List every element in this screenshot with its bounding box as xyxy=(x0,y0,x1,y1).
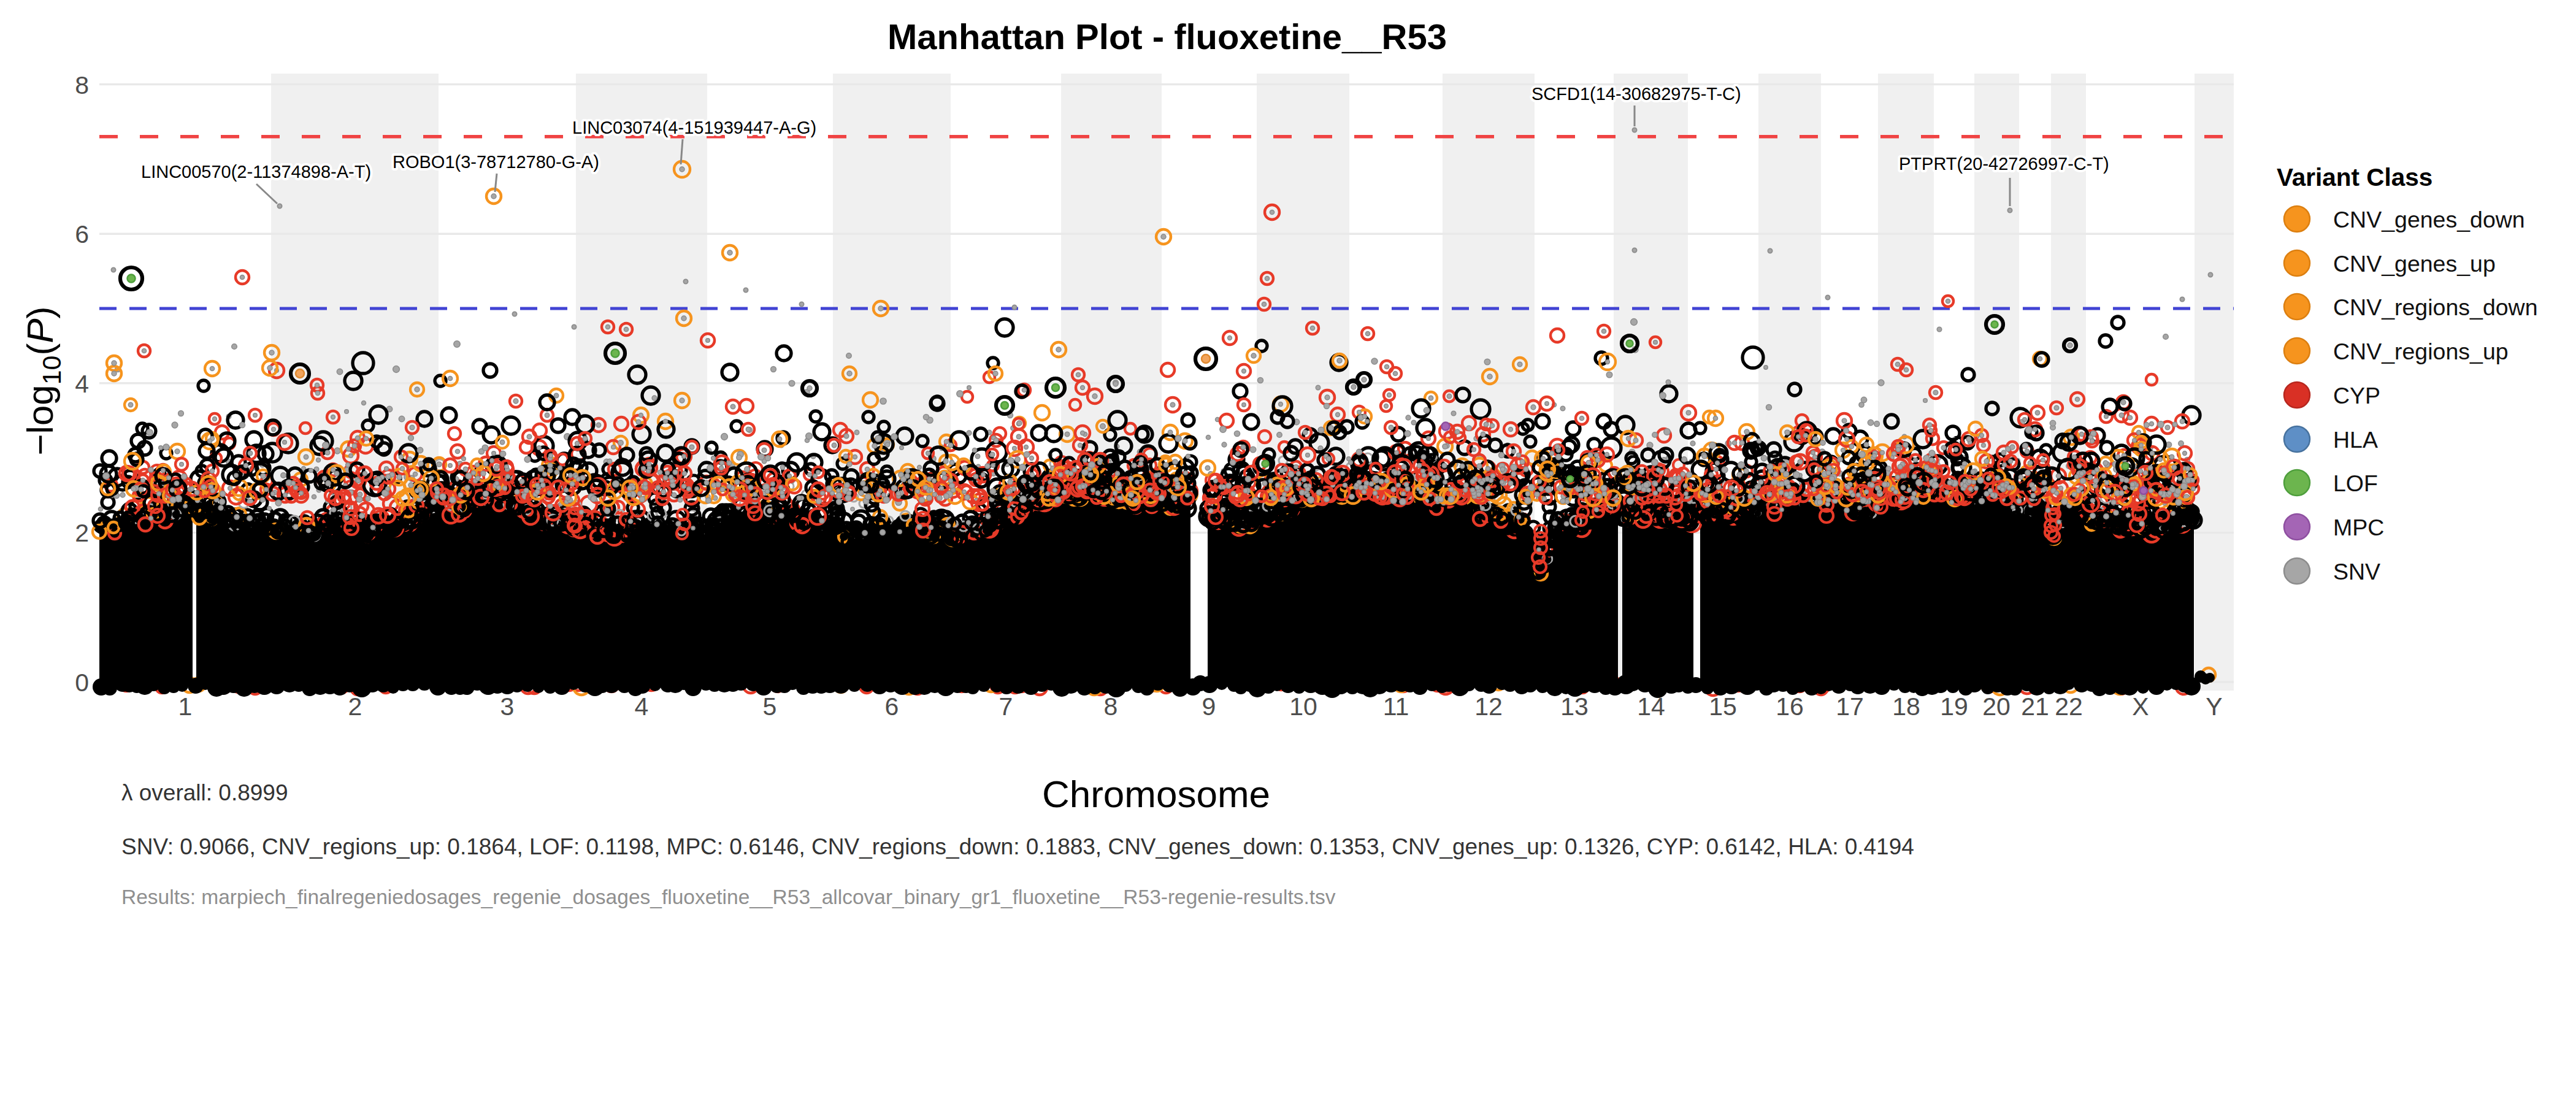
svg-text:20: 20 xyxy=(1982,692,2011,721)
svg-text:5: 5 xyxy=(763,692,777,721)
svg-text:3: 3 xyxy=(500,692,515,721)
svg-text:9: 9 xyxy=(1202,692,1216,721)
svg-text:22: 22 xyxy=(2055,692,2083,721)
svg-text:4: 4 xyxy=(75,370,89,398)
svg-text:14: 14 xyxy=(1637,692,1665,721)
svg-text:11: 11 xyxy=(1383,692,1409,721)
svg-text:ROBO1(3-78712780-G-A): ROBO1(3-78712780-G-A) xyxy=(393,152,599,172)
svg-text:Variant Class: Variant Class xyxy=(2277,163,2432,191)
svg-text:LOF: LOF xyxy=(2333,470,2378,496)
svg-text:SNV: 0.9066, CNV_regions_up: 0: SNV: 0.9066, CNV_regions_up: 0.1864, LOF… xyxy=(121,834,1914,859)
svg-text:Results: marpiech_finalregenie: Results: marpiech_finalregeniedosages_re… xyxy=(121,886,1336,908)
svg-text:6: 6 xyxy=(885,692,899,721)
svg-text:0: 0 xyxy=(75,669,89,697)
svg-text:CNV_genes_down: CNV_genes_down xyxy=(2333,207,2525,232)
svg-text:12: 12 xyxy=(1474,692,1503,721)
svg-text:SNV: SNV xyxy=(2333,559,2380,585)
svg-text:λ overall: 0.8999: λ overall: 0.8999 xyxy=(121,780,288,805)
svg-text:16: 16 xyxy=(1776,692,1804,721)
svg-text:SCFD1(14-30682975-T-C): SCFD1(14-30682975-T-C) xyxy=(1531,84,1741,104)
svg-text:Y: Y xyxy=(2206,692,2222,721)
svg-text:13: 13 xyxy=(1560,692,1589,721)
svg-text:PTPRT(20-42726997-C-T): PTPRT(20-42726997-C-T) xyxy=(1899,154,2109,174)
svg-text:1: 1 xyxy=(178,692,193,721)
svg-text:17: 17 xyxy=(1836,692,1864,721)
svg-text:X: X xyxy=(2132,692,2149,721)
svg-text:8: 8 xyxy=(1104,692,1118,721)
svg-text:2: 2 xyxy=(75,519,89,547)
svg-text:10: 10 xyxy=(1289,692,1317,721)
svg-text:21: 21 xyxy=(2021,692,2049,721)
svg-text:Chromosome: Chromosome xyxy=(1042,773,1270,815)
svg-text:8: 8 xyxy=(75,71,89,99)
svg-text:LINC00570(2-11374898-A-T): LINC00570(2-11374898-A-T) xyxy=(141,162,371,182)
svg-text:18: 18 xyxy=(1892,692,1920,721)
svg-text:MPC: MPC xyxy=(2333,515,2384,540)
svg-text:7: 7 xyxy=(999,692,1013,721)
svg-text:15: 15 xyxy=(1709,692,1737,721)
svg-text:CNV_regions_up: CNV_regions_up xyxy=(2333,339,2509,364)
svg-text:2: 2 xyxy=(348,692,362,721)
svg-text:6: 6 xyxy=(75,220,89,248)
svg-text:CNV_regions_down: CNV_regions_down xyxy=(2333,294,2538,320)
svg-text:CYP: CYP xyxy=(2333,383,2380,408)
svg-text:4: 4 xyxy=(635,692,649,721)
svg-text:HLA: HLA xyxy=(2333,427,2378,453)
svg-text:Manhattan Plot - fluoxetine__R: Manhattan Plot - fluoxetine__R53 xyxy=(887,17,1447,56)
svg-text:LINC03074(4-151939447-A-G): LINC03074(4-151939447-A-G) xyxy=(572,118,816,137)
svg-text:CNV_genes_up: CNV_genes_up xyxy=(2333,251,2496,277)
svg-text:19: 19 xyxy=(1940,692,1968,721)
